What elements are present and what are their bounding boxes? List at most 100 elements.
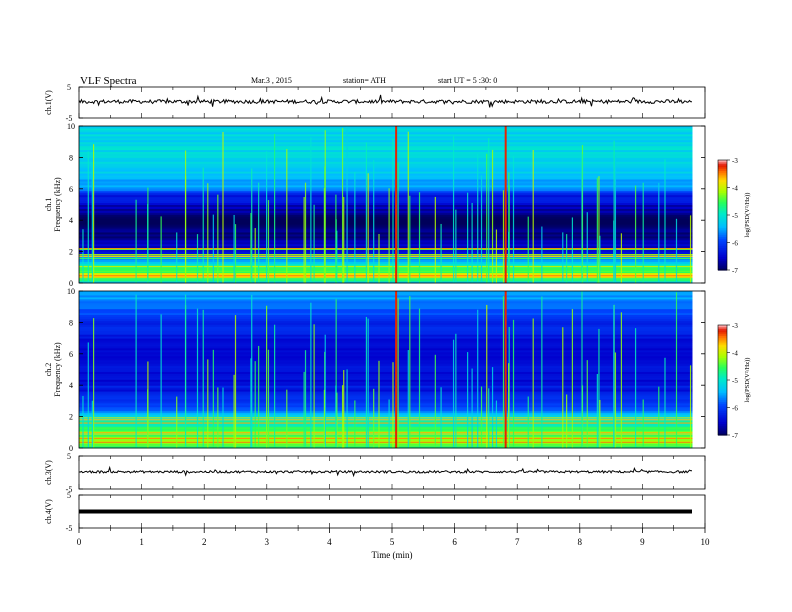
narrowband-line xyxy=(79,254,693,256)
colorbar-label: log(PSD(V²/Hz)) xyxy=(744,193,751,238)
spectrogram-row xyxy=(79,412,693,416)
impulse-streak xyxy=(471,202,473,283)
colorbar-step xyxy=(718,180,727,183)
spectrogram-row xyxy=(79,440,693,443)
spectrogram-row xyxy=(79,342,693,345)
colorbar-step xyxy=(718,233,727,236)
colorbar-step xyxy=(718,238,727,242)
colorbar-step xyxy=(718,200,727,203)
impulse-streak xyxy=(92,318,95,448)
colorbar-step xyxy=(718,350,727,354)
spectrogram-row xyxy=(79,353,693,357)
colorbar-step xyxy=(718,398,727,401)
impulse-streak xyxy=(598,328,600,448)
spectrogram-row xyxy=(79,141,693,145)
colorbar-step xyxy=(718,341,727,344)
colorbar: -3 -4 -5 -6 -7 log(PSD(V²/Hz)) xyxy=(717,322,751,440)
impulse-streak xyxy=(373,388,375,448)
impulse-streak xyxy=(92,144,95,283)
colorbar-step xyxy=(718,167,727,170)
spectrogram-row xyxy=(79,300,693,304)
impulse-streak xyxy=(336,230,338,283)
spectrogram-row xyxy=(79,161,693,164)
spectrogram-row xyxy=(79,298,693,302)
x-axis-tick-label: 10 xyxy=(701,537,711,547)
narrowband-line xyxy=(79,445,693,447)
impulse-streak xyxy=(532,149,534,283)
colorbar-step xyxy=(718,235,727,238)
impulse-streak xyxy=(82,229,84,283)
impulse-streak xyxy=(82,395,84,448)
colorbar-step xyxy=(718,213,727,216)
y-tick-label: -5 xyxy=(66,485,73,494)
colorbar-step xyxy=(718,394,727,398)
impulse-streak xyxy=(613,305,615,448)
spectrogram-row xyxy=(79,336,693,339)
spectrogram-row xyxy=(79,385,693,388)
spectrogram-row xyxy=(79,436,693,439)
colorbar-step xyxy=(718,334,727,337)
colorbar-step xyxy=(718,205,727,209)
impulse-streak xyxy=(581,291,583,448)
spectrogram-row xyxy=(79,302,693,306)
impulse-streak xyxy=(346,126,348,283)
spectrogram-row xyxy=(79,137,693,141)
colorbar-step xyxy=(718,407,727,410)
frequency-axis-label: Frequency (kHz) xyxy=(53,177,62,232)
colorbar-step xyxy=(718,411,727,414)
colorbar-step xyxy=(718,409,727,412)
narrowband-line xyxy=(79,417,693,419)
spectrogram-row xyxy=(79,296,693,300)
impulse-streak xyxy=(613,140,615,283)
spectrogram-row xyxy=(79,361,693,365)
spectrogram-row xyxy=(79,212,693,215)
impulse-streak xyxy=(234,224,237,283)
impulse-streak xyxy=(512,155,515,283)
impulse-streak xyxy=(160,216,162,283)
spectrogram-row xyxy=(79,129,693,133)
colorbar-step xyxy=(718,253,727,256)
impulse-streak xyxy=(620,312,623,448)
colorbar-step xyxy=(718,414,727,418)
spectrogram-row xyxy=(79,167,693,170)
y-tick-label: 10 xyxy=(67,122,75,131)
spectrogram-row xyxy=(79,180,693,184)
impulse-streak xyxy=(343,196,345,283)
impulse-streak xyxy=(222,387,224,448)
spectrogram-row xyxy=(79,233,693,237)
spectrogram-row xyxy=(79,249,693,253)
spectrogram-row xyxy=(79,224,693,227)
spectrogram-row xyxy=(79,206,693,209)
colorbar-step xyxy=(718,343,727,346)
impulse-streak xyxy=(313,324,315,448)
spectrogram-row xyxy=(79,408,693,412)
spectrogram-row xyxy=(79,291,693,294)
channel-label: ch.2 xyxy=(44,363,53,377)
impulse-streak xyxy=(202,309,204,448)
colorbar-step xyxy=(718,207,727,211)
colorbar-step xyxy=(718,336,727,339)
colorbar-tick-label: -5 xyxy=(732,212,738,220)
y-tick-label: 2 xyxy=(69,248,73,257)
spectrogram-row xyxy=(79,184,693,188)
spectrogram-row xyxy=(79,220,693,223)
impulse-streak xyxy=(147,389,149,448)
narrowband-line xyxy=(79,266,693,268)
impulse-streak xyxy=(91,163,93,283)
impulse-streak xyxy=(562,327,564,448)
impulse-streak xyxy=(613,220,615,283)
colorbar-step xyxy=(718,215,727,218)
spectrogram-row xyxy=(79,228,693,231)
colorbar-step xyxy=(718,268,727,271)
spectrogram-row xyxy=(79,359,693,363)
narrowband-line xyxy=(79,248,693,250)
colorbar-step xyxy=(718,339,727,343)
impulse-streak xyxy=(620,233,623,283)
colorbar-step xyxy=(718,372,727,376)
impulse-streak xyxy=(471,368,473,448)
colorbar-step xyxy=(718,240,727,244)
spectrogram-row xyxy=(79,424,693,427)
spectrogram-row xyxy=(79,343,693,347)
waveform-trace xyxy=(78,94,692,108)
narrowband-line xyxy=(79,275,693,277)
